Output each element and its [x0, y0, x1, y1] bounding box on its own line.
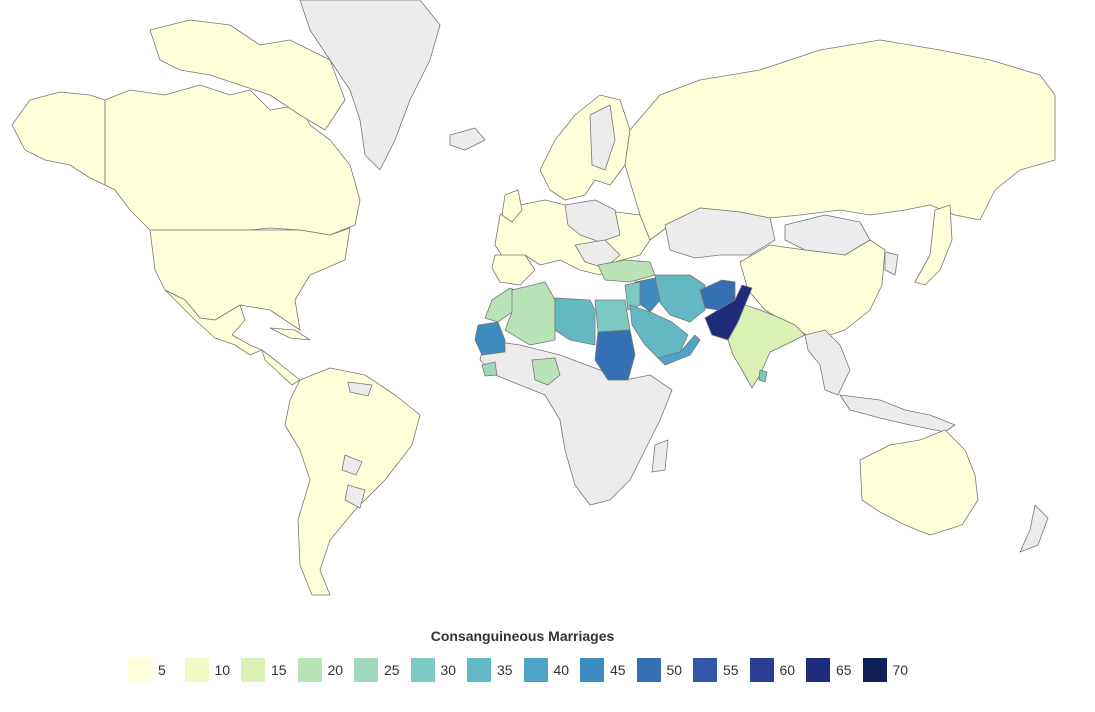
country-kazakhstan: [664, 207, 776, 259]
country-sri-lanka[interactable]: [758, 369, 768, 383]
legend-swatch-45: [580, 658, 604, 682]
country-canada[interactable]: [104, 84, 361, 236]
legend-label-5: 5: [158, 662, 166, 678]
legend-label-50: 50: [666, 662, 683, 678]
legend-swatch-35: [467, 658, 491, 682]
country-new-zealand: [1019, 504, 1049, 553]
country-iberia[interactable]: [491, 254, 536, 286]
country-southeast-asia: [804, 329, 851, 396]
country-sudan[interactable]: [594, 329, 636, 381]
country-no-data-finland: [589, 104, 616, 171]
country-south-america[interactable]: [284, 367, 421, 596]
country-alaska[interactable]: [11, 91, 106, 186]
country-no-data-sa-3: [347, 381, 373, 397]
legend-swatch-55: [693, 658, 717, 682]
country-no-data-balkans: [574, 239, 621, 269]
country-algeria[interactable]: [504, 281, 556, 346]
country-uk[interactable]: [501, 189, 523, 223]
legend-swatch-15: [241, 658, 265, 682]
country-central-america[interactable]: [261, 349, 301, 386]
country-no-data-sa-2: [344, 484, 366, 509]
country-mexico[interactable]: [164, 289, 263, 356]
country-india[interactable]: [727, 304, 806, 389]
legend-label-70: 70: [892, 662, 909, 678]
legend-swatch-30: [410, 658, 435, 682]
country-japan[interactable]: [914, 204, 953, 286]
legend-label-25: 25: [384, 662, 400, 678]
country-australia[interactable]: [859, 429, 979, 536]
country-iran[interactable]: [654, 274, 706, 323]
legend-swatch-5: [128, 658, 152, 682]
country-no-data-europe: [564, 199, 621, 243]
country-united-states[interactable]: [149, 227, 351, 331]
legend-title: Consanguineous Marriages: [430, 628, 615, 644]
legend-label-40: 40: [553, 662, 570, 678]
legend-swatch-20: [297, 658, 322, 682]
country-mauritania[interactable]: [474, 321, 506, 356]
country-layer: [11, 0, 1056, 596]
legend-swatch-60: [749, 658, 774, 682]
country-turkey[interactable]: [597, 259, 656, 283]
legend-label-60: 60: [779, 662, 796, 678]
country-china[interactable]: [739, 239, 886, 341]
country-cuba[interactable]: [269, 327, 311, 341]
legend-swatch-25: [354, 658, 378, 682]
country-no-data-sa-1: [341, 454, 363, 476]
legend-swatch-10: [184, 658, 209, 682]
legend-swatch-70: [862, 658, 887, 682]
legend-label-10: 10: [214, 662, 231, 678]
country-west-africa-coast[interactable]: [481, 361, 498, 377]
country-nigeria[interactable]: [531, 357, 561, 386]
country-libya[interactable]: [554, 297, 596, 346]
country-egypt[interactable]: [594, 299, 631, 333]
country-scandinavia[interactable]: [539, 94, 631, 201]
legend-label-20: 20: [327, 662, 344, 678]
country-iceland: [449, 127, 486, 151]
legend-swatch-50: [636, 658, 661, 682]
country-canada-islands[interactable]: [149, 19, 346, 131]
legend-label-15: 15: [271, 662, 287, 678]
legend-label-55: 55: [723, 662, 739, 678]
legend-label-30: 30: [440, 662, 457, 678]
country-madagascar: [651, 439, 669, 473]
legend-label-45: 45: [610, 662, 626, 678]
country-russia[interactable]: [624, 39, 1056, 241]
world-choropleth-map: [11, 0, 1056, 596]
country-syria-jordan[interactable]: [624, 281, 641, 311]
country-yemen-oman[interactable]: [657, 334, 701, 366]
country-greenland: [299, 0, 441, 171]
legend-swatch-40: [523, 658, 548, 682]
legend-swatch-65: [806, 658, 830, 682]
country-africa-no-data: [479, 339, 673, 506]
legend-label-35: 35: [497, 662, 513, 678]
legend-label-65: 65: [836, 662, 852, 678]
country-indonesia: [839, 394, 956, 433]
country-korea: [884, 251, 899, 276]
